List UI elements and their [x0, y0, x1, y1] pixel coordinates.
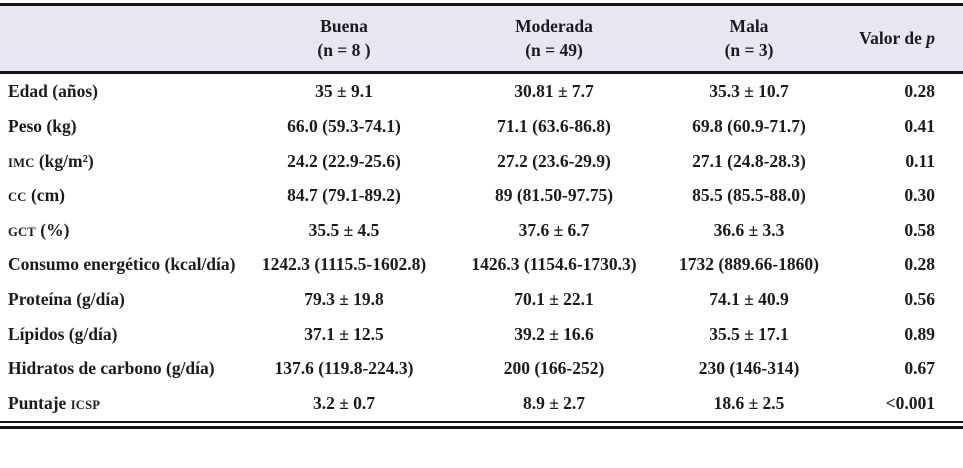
row-label-text: Proteína (g/día) [8, 289, 125, 310]
row-label: Peso (kg) [0, 109, 240, 144]
header-buena: Buena (n = 8 ) [240, 4, 448, 75]
results-table: Buena (n = 8 ) Moderada (n = 49) Mala (n… [0, 3, 963, 423]
table-row: Puntaje ICSP 3.2 ± 0.7 8.9 ± 2.7 18.6 ± 2.5… [0, 386, 963, 423]
cell-p: 0.41 [904, 115, 935, 136]
row-label-text: (cm) [26, 185, 65, 206]
header-group-name: Buena [320, 16, 368, 36]
table-row: Proteína (g/día) 79.3 ± 19.8 70.1 ± 22.1 74… [0, 282, 963, 317]
row-label-text: Consumo energético (kcal/día) [8, 254, 236, 275]
cell-p: 0.28 [904, 81, 935, 102]
cell-moderada: 8.9 ± 2.7 [448, 386, 660, 423]
cell-buena: 84.7 (79.1-89.2) [287, 185, 401, 206]
cell-moderada: 71.1 (63.6-86.8) [497, 115, 611, 136]
cell-moderada: 39.2 ± 16.6 [514, 323, 594, 344]
row-label: Hidratos de carbono (g/día) [0, 351, 240, 386]
row-label: IMC (kg/m²) [0, 144, 240, 179]
cell-buena: 24.2 (22.9-25.6) [287, 150, 401, 171]
row-label-smallcaps: CC [8, 190, 27, 205]
table-row: Consumo energético (kcal/día) 1242.3 (111… [0, 247, 963, 282]
cell-p: 0.56 [904, 289, 935, 310]
cell-buena: 79.3 ± 19.8 [304, 289, 384, 310]
row-label-text: Puntaje [8, 393, 71, 414]
header-group-n: (n = 3) [724, 39, 774, 60]
header-row: Buena (n = 8 ) Moderada (n = 49) Mala (n… [0, 4, 963, 75]
cell-buena: 3.2 ± 0.7 [240, 386, 448, 423]
header-mala: Mala (n = 3) [660, 4, 838, 75]
cell-mala: 35.3 ± 10.7 [709, 81, 789, 102]
table-row: GCT (%) 35.5 ± 4.5 37.6 ± 6.7 36.6 ± 3.3 0.5… [0, 213, 963, 248]
cell-moderada: 70.1 ± 22.1 [514, 289, 594, 310]
header-moderada: Moderada (n = 49) [448, 4, 660, 75]
row-label: GCT (%) [0, 213, 240, 248]
cell-moderada: 37.6 ± 6.7 [518, 219, 590, 240]
cell-buena: 37.1 ± 12.5 [304, 323, 384, 344]
row-label: Puntaje ICSP [0, 386, 240, 423]
row-label: CC (cm) [0, 178, 240, 213]
table-header: Buena (n = 8 ) Moderada (n = 49) Mala (n… [0, 4, 963, 75]
header-group-name: Moderada [515, 16, 593, 36]
cell-p: <0.001 [838, 386, 963, 423]
header-valor-p-text: Valor de [859, 28, 927, 49]
table-row: Lípidos (g/día) 37.1 ± 12.5 39.2 ± 16.6 35.… [0, 317, 963, 352]
cell-mala: 35.5 ± 17.1 [709, 323, 789, 344]
cell-mala: 1732 (889.66-1860) [679, 254, 819, 275]
cell-buena: 66.0 (59.3-74.1) [287, 115, 401, 136]
row-label: Proteína (g/día) [0, 282, 240, 317]
row-label-smallcaps: IMC [8, 155, 35, 170]
table-row: Hidratos de carbono (g/día) 137.6 (119.8-… [0, 351, 963, 386]
cell-buena: 35 ± 9.1 [315, 81, 373, 102]
table-row: IMC (kg/m²) 24.2 (22.9-25.6) 27.2 (23.6-29… [0, 144, 963, 179]
cell-p: 0.11 [905, 150, 935, 171]
cell-mala: 85.5 (85.5-88.0) [692, 185, 806, 206]
bottom-double-rule [0, 425, 963, 429]
row-label-text: (%) [35, 219, 70, 240]
cell-mala: 69.8 (60.9-71.7) [692, 115, 806, 136]
cell-buena: 137.6 (119.8-224.3) [274, 358, 414, 379]
cell-buena: 1242.3 (1115.5-1602.8) [261, 254, 427, 275]
cell-moderada: 89 (81.50-97.75) [494, 185, 614, 206]
cell-buena: 35.5 ± 4.5 [308, 219, 380, 240]
row-label-text: (kg/m²) [34, 150, 94, 171]
cell-p: 0.30 [904, 185, 935, 206]
row-label-text: Hidratos de carbono (g/día) [8, 358, 215, 379]
row-label-text: Edad (años) [8, 81, 98, 102]
header-group-name: Mala [729, 16, 769, 36]
cell-mala: 36.6 ± 3.3 [713, 219, 785, 240]
row-label: Edad (años) [0, 73, 240, 109]
table-row: Edad (años) 35 ± 9.1 30.81 ± 7.7 35.3 ± 10.… [0, 73, 963, 109]
row-label-text: Peso (kg) [8, 115, 77, 136]
cell-moderada: 30.81 ± 7.7 [514, 81, 594, 102]
row-label-text: Lípidos (g/día) [8, 323, 118, 344]
table-row: Peso (kg) 66.0 (59.3-74.1) 71.1 (63.6-86.8… [0, 109, 963, 144]
header-group-n: (n = 49) [525, 39, 583, 60]
table-row: CC (cm) 84.7 (79.1-89.2) 89 (81.50-97.75) 8… [0, 178, 963, 213]
p-italic: p [926, 28, 935, 49]
row-label-smallcaps: GCT [8, 224, 36, 239]
header-valor-p: Valor de p [838, 4, 963, 75]
table-body: Edad (años) 35 ± 9.1 30.81 ± 7.7 35.3 ± 10.… [0, 73, 963, 423]
cell-p: 0.28 [904, 254, 935, 275]
cell-p: 0.89 [904, 323, 935, 344]
row-label-smallcaps: ICSP [70, 398, 101, 413]
cell-moderada: 27.2 (23.6-29.9) [497, 150, 611, 171]
header-group-n: (n = 8 ) [317, 39, 371, 60]
header-empty-cell [0, 4, 240, 75]
row-label: Lípidos (g/día) [0, 317, 240, 352]
cell-p: 0.58 [904, 219, 935, 240]
cell-mala: 74.1 ± 40.9 [709, 289, 789, 310]
cell-mala: 18.6 ± 2.5 [660, 386, 838, 423]
cell-moderada: 1426.3 (1154.6-1730.3) [471, 254, 637, 275]
cell-mala: 27.1 (24.8-28.3) [692, 150, 806, 171]
row-label: Consumo energético (kcal/día) [0, 247, 240, 282]
cell-mala: 230 (146-314) [698, 358, 800, 379]
cell-moderada: 200 (166-252) [503, 358, 605, 379]
cell-p: 0.67 [904, 358, 935, 379]
